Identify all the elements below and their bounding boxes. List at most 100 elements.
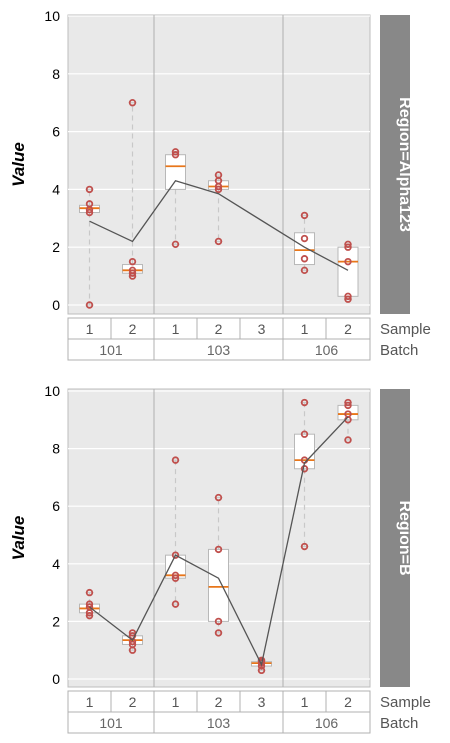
- data-point: [300, 255, 309, 263]
- box-103-1: [165, 148, 186, 249]
- data-point: [128, 629, 137, 637]
- data-point: [85, 611, 94, 620]
- y-tick-label: 10: [44, 8, 60, 24]
- data-point: [344, 436, 352, 444]
- sample-tick-label: 2: [129, 321, 137, 337]
- box-106-1: [294, 211, 315, 275]
- data-point: [300, 234, 309, 243]
- data-point: [300, 430, 309, 438]
- box-body: [122, 264, 143, 274]
- facet-strip-label: Region=Alpha123: [396, 97, 413, 232]
- y-tick-label: 2: [52, 613, 60, 629]
- data-point: [344, 410, 352, 418]
- box-106-2: [337, 398, 359, 444]
- box-106-2: [337, 240, 359, 303]
- data-point: [128, 98, 137, 107]
- data-point: [85, 200, 94, 208]
- data-point: [344, 398, 352, 407]
- box-body: [294, 232, 315, 266]
- x-axis-name-sample: Sample: [380, 321, 431, 338]
- facet-strip: [380, 15, 410, 314]
- data-point: [128, 269, 137, 277]
- box-103-2: [208, 493, 229, 637]
- data-point: [85, 208, 94, 217]
- y-tick-label: 2: [52, 239, 60, 255]
- data-point: [85, 301, 94, 309]
- box-body: [208, 180, 229, 190]
- sample-tick-label: 2: [215, 694, 223, 710]
- box-body: [208, 548, 229, 622]
- data-point: [214, 237, 223, 246]
- x-axis-name-batch: Batch: [380, 342, 418, 359]
- sample-tick-label: 1: [86, 694, 94, 710]
- data-point: [214, 545, 223, 554]
- sample-tick-label: 1: [301, 694, 309, 710]
- data-point: [300, 542, 309, 551]
- box-103-2: [208, 171, 229, 246]
- y-tick-label: 10: [44, 383, 60, 399]
- y-axis-label: Value: [9, 142, 28, 187]
- facet-panel-1: 0 2 4 6 8 10 Value Region=Alpha123 1 2 1 2 3 1 2 101 103…: [9, 8, 431, 361]
- data-point: [171, 574, 180, 582]
- sample-tick-label: 3: [258, 694, 266, 710]
- panel-background: [67, 14, 371, 315]
- box-101-1: [79, 185, 100, 309]
- data-point: [128, 266, 137, 275]
- y-tick-label: 4: [52, 556, 60, 572]
- data-point: [214, 171, 223, 179]
- data-point: [171, 551, 180, 559]
- x-axis-name-sample: Sample: [380, 694, 431, 711]
- y-tick-label: 6: [52, 124, 60, 140]
- x-axis-name-batch: Batch: [380, 715, 418, 732]
- sample-tick-label: 2: [344, 321, 352, 337]
- batch-tick-label: 103: [207, 715, 231, 731]
- data-point: [85, 603, 94, 611]
- batch-tick-label: 101: [99, 715, 123, 731]
- box-101-1: [79, 588, 100, 620]
- data-point: [344, 292, 352, 301]
- x-axis-table: 1 2 1 2 3 1 2 101 103 106 Sample Batch: [67, 317, 431, 361]
- sample-tick-label: 1: [172, 694, 180, 710]
- x-axis-table: 1 2 1 2 3 1 2 101 103 106 Sample Batch: [67, 690, 431, 734]
- data-point: [171, 571, 180, 580]
- sample-tick-label: 1: [301, 321, 309, 337]
- facet-strip-label: Region=B: [396, 500, 413, 575]
- data-point: [300, 398, 309, 407]
- data-point: [300, 211, 309, 220]
- data-point: [344, 295, 352, 303]
- data-point: [214, 185, 223, 194]
- y-tick-label: 8: [52, 66, 60, 82]
- y-tick-label: 0: [52, 297, 60, 313]
- sample-tick-label: 3: [258, 321, 266, 337]
- y-tick-label: 0: [52, 671, 60, 687]
- data-point: [214, 629, 223, 637]
- sample-tick-label: 2: [129, 694, 137, 710]
- box-103-1: [165, 456, 186, 608]
- y-tick-label: 4: [52, 181, 60, 197]
- box-body: [165, 154, 186, 190]
- batch-tick-label: 101: [99, 342, 123, 358]
- data-point: [300, 266, 309, 275]
- batch-tick-label: 106: [315, 342, 339, 358]
- data-point: [214, 493, 223, 502]
- data-point: [128, 257, 137, 266]
- data-point: [85, 600, 94, 608]
- sample-tick-label: 2: [215, 321, 223, 337]
- data-point: [171, 240, 180, 249]
- data-point: [171, 148, 180, 156]
- data-point: [171, 600, 180, 608]
- data-point: [344, 243, 352, 251]
- data-point: [214, 617, 223, 626]
- batch-tick-label: 103: [207, 342, 231, 358]
- y-tick-label: 6: [52, 498, 60, 514]
- facet-strip: [380, 389, 410, 687]
- sample-tick-label: 1: [172, 321, 180, 337]
- data-point: [85, 185, 94, 194]
- y-axis-label: Value: [9, 516, 28, 561]
- data-point: [344, 401, 352, 410]
- facet-panel-2: 0 2 4 6 8 10 Value Region=B 1 2 1 2 3 1 2 101 103 106 Samp…: [9, 383, 431, 734]
- sample-tick-label: 2: [344, 694, 352, 710]
- data-point: [257, 666, 266, 675]
- y-tick-label: 8: [52, 441, 60, 457]
